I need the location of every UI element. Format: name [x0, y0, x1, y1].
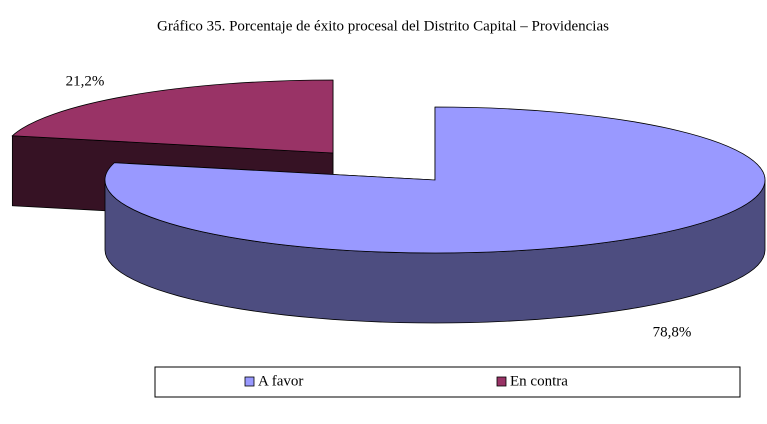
legend-label: En contra — [510, 373, 568, 389]
pie-slice — [11, 79, 334, 154]
legend-label: A favor — [258, 373, 303, 389]
legend-swatch — [244, 376, 255, 387]
data-label: 21,2% — [66, 73, 105, 89]
chart-title: Gráfico 35. Porcentaje de éxito procesal… — [157, 18, 609, 34]
legend-swatch — [496, 376, 507, 387]
pie-slice — [104, 106, 766, 254]
legend-box — [154, 366, 741, 398]
data-label: 78,8% — [653, 324, 692, 340]
